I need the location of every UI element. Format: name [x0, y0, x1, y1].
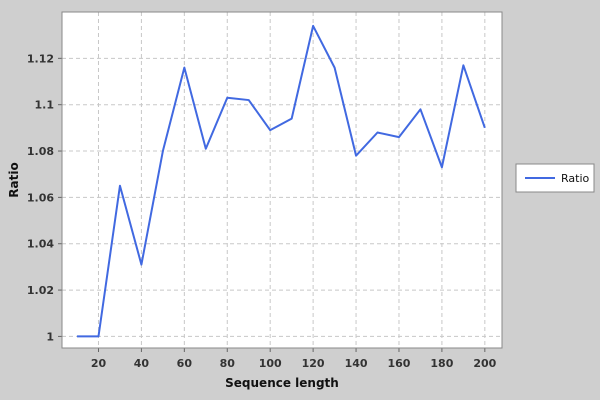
x-tick-label: 180 [430, 357, 453, 370]
x-tick-label: 60 [177, 357, 193, 370]
x-tick-label: 120 [302, 357, 325, 370]
series-layer [76, 24, 486, 338]
y-tick-label: 1.1 [35, 99, 55, 112]
y-tick-label: 1.04 [27, 238, 54, 251]
plot-border [61, 11, 503, 349]
legend-label: Ratio [561, 172, 590, 185]
plot-area [62, 12, 502, 348]
axes: 20 40 60 80 100 120 140 160 180 200 1 1.02 1.04 1.06 1… [27, 52, 497, 370]
y-tick-label: 1.08 [27, 145, 54, 158]
series-line-ratio [77, 24, 486, 338]
y-axis-title: Ratio [7, 162, 21, 197]
grid [62, 12, 502, 348]
x-tick-label: 20 [91, 357, 107, 370]
x-tick-label: 80 [220, 357, 236, 370]
x-tick-label: 100 [259, 357, 282, 370]
y-tick-label: 1.06 [27, 191, 54, 204]
y-tick-label: 1.02 [27, 284, 54, 297]
y-tick-label: 1 [46, 330, 54, 343]
legend: Ratio [515, 163, 595, 193]
x-tick-label: 40 [134, 357, 150, 370]
x-tick-label: 140 [345, 357, 368, 370]
x-axis-title: Sequence length [225, 376, 339, 390]
x-tick-label: 200 [473, 357, 496, 370]
y-tick-label: 1.12 [27, 52, 54, 65]
x-tick-label: 160 [387, 357, 410, 370]
